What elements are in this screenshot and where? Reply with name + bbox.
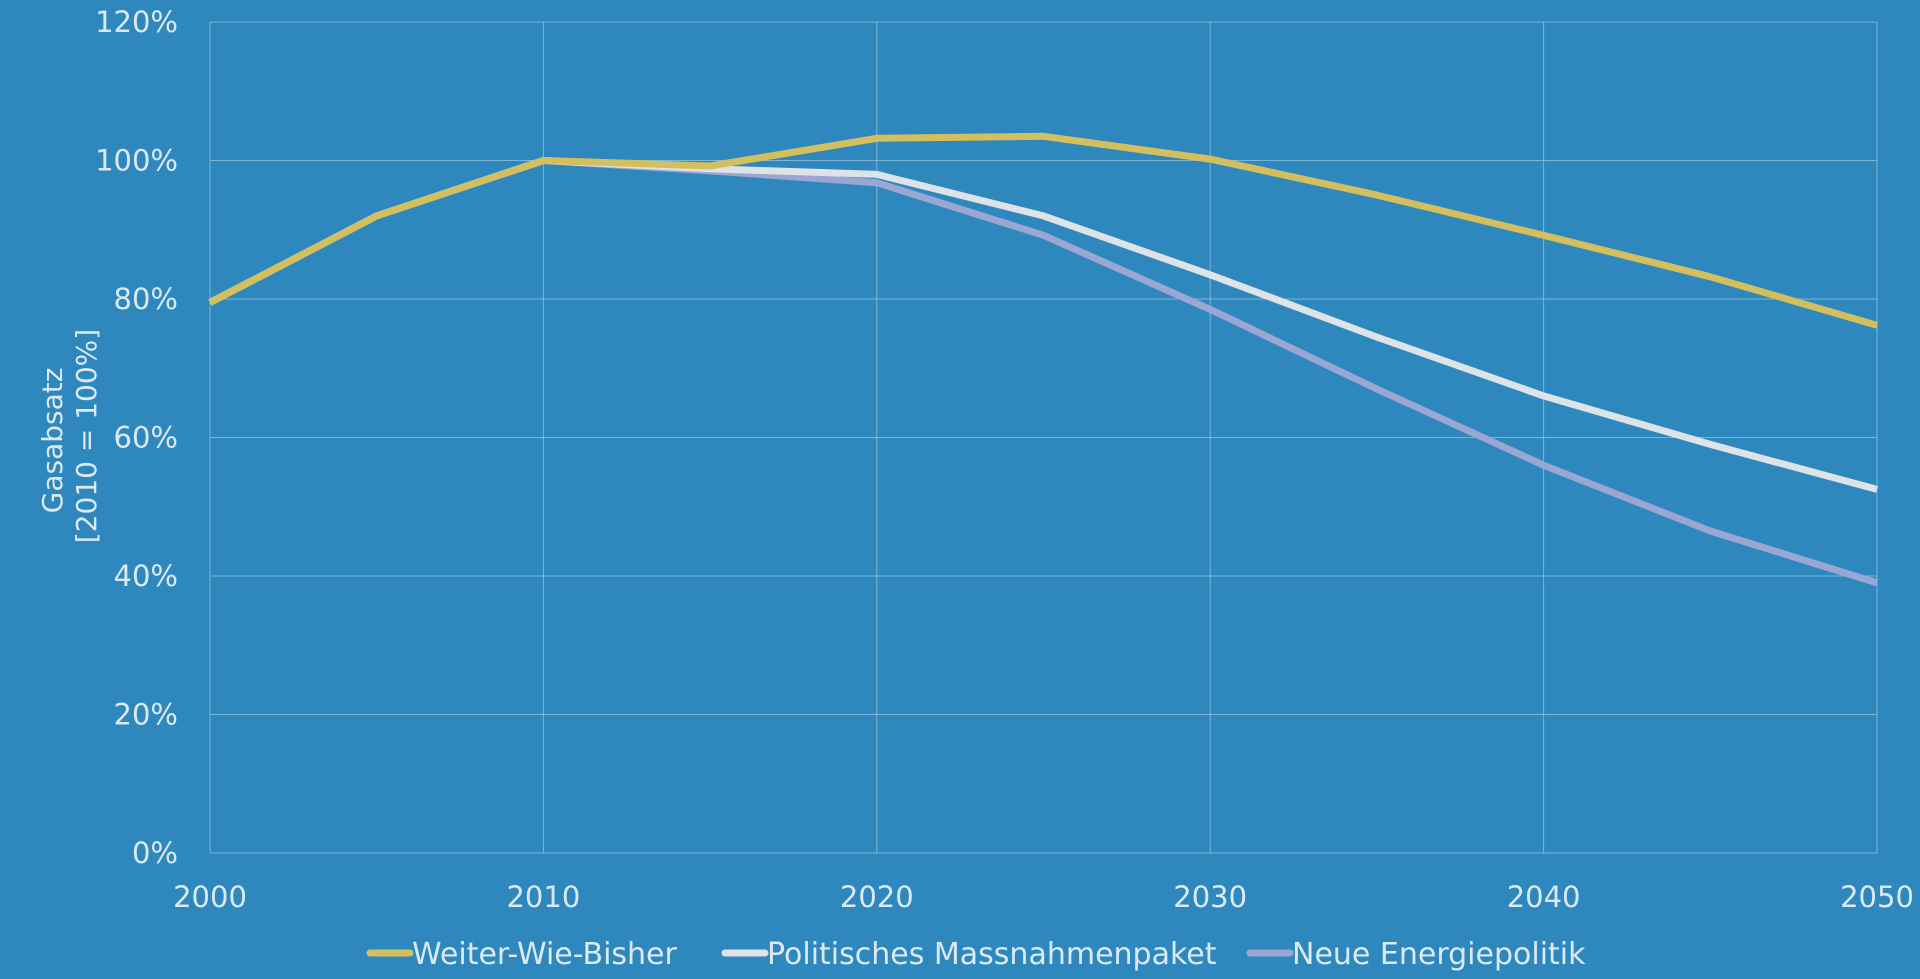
y-tick-label: 40%	[114, 559, 178, 593]
y-tick-label: 0%	[132, 836, 178, 870]
x-tick-label: 2000	[173, 880, 247, 914]
legend-label: Politisches Massnahmenpaket	[767, 937, 1217, 972]
x-tick-label: 2050	[1840, 880, 1914, 914]
series-2	[208, 157, 1879, 587]
series-1	[208, 157, 1878, 493]
series-0	[208, 132, 1878, 329]
chart-series	[208, 132, 1879, 587]
chart-legend: Weiter-Wie-Bisher Politisches Massnahmenp…	[366, 937, 1586, 972]
y-tick-label: 80%	[114, 282, 178, 316]
x-tick-label: 2010	[506, 880, 580, 914]
y-tick-label: 60%	[114, 421, 178, 455]
y-tick-label: 20%	[114, 698, 178, 732]
y-axis-title: Gasabsatz [2010 = 100%]	[36, 329, 103, 543]
series-line	[208, 157, 1878, 493]
y-tick-label: 100%	[95, 144, 178, 178]
legend-label: Neue Energiepolitik	[1292, 937, 1586, 972]
x-axis-ticks: 2000 2010 2020 2030 2040 2050	[173, 880, 1914, 914]
y-axis-title-line-1: Gasabsatz	[36, 368, 69, 514]
y-axis-ticks: 0% 20% 40% 60% 80% 100% 120%	[95, 5, 178, 870]
series-line	[208, 157, 1879, 587]
legend-item-2: Neue Energiepolitik	[1246, 937, 1586, 972]
legend-item-0: Weiter-Wie-Bisher	[366, 937, 678, 972]
y-axis-title-line-2: [2010 = 100%]	[70, 329, 103, 543]
legend-label: Weiter-Wie-Bisher	[412, 937, 678, 972]
y-tick-label: 120%	[95, 5, 178, 39]
x-tick-label: 2020	[840, 880, 914, 914]
x-tick-label: 2040	[1507, 880, 1581, 914]
series-line	[208, 132, 1878, 329]
legend-item-1: Politisches Massnahmenpaket	[721, 937, 1217, 972]
chart-grid	[209, 21, 1878, 854]
x-tick-label: 2030	[1173, 880, 1247, 914]
